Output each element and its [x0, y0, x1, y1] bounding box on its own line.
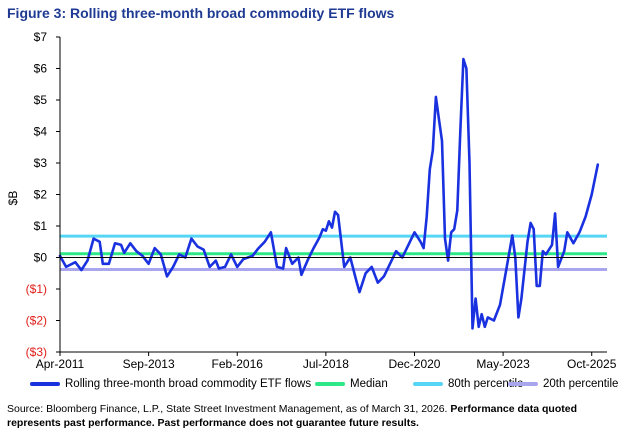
x-tick-label-0: Apr-2011	[36, 357, 85, 371]
legend-swatch-20th	[508, 382, 538, 386]
x-tick-label-4: Dec-2020	[388, 357, 440, 371]
legend-item-80th: 80th percentile	[413, 378, 523, 390]
main-series	[58, 57, 600, 330]
y-tick-label-10: ($3)	[26, 345, 47, 359]
legend-label-80th: 80th percentile	[448, 378, 524, 390]
y-tick-label-6: $1	[34, 219, 48, 233]
legend-item-flows: Rolling three-month broad commodity ETF …	[30, 378, 311, 390]
y-tick-label-8: ($1)	[26, 282, 47, 296]
y-axis-label: $B	[6, 191, 20, 206]
footer-disclaimer: Performance data quoted represents past …	[7, 403, 578, 429]
y-tick-label-3: $4	[34, 125, 48, 139]
footer-source: Source: Bloomberg Finance, L.P., State S…	[7, 403, 448, 415]
y-tick-label-7: $0	[34, 251, 48, 265]
x-tick-label-1: Sep-2013	[123, 357, 175, 371]
x-tick-label-3: Jul-2018	[303, 357, 349, 371]
y-tick-label-0: $7	[34, 30, 48, 44]
x-tick-label-6: Oct-2025	[567, 357, 617, 371]
x-tick-label-5: May-2023	[476, 357, 530, 371]
legend-swatch-80th	[413, 382, 443, 386]
line-chart: $7 $6 $5 $4 $3 $2 $1 $0 ($1) ($2) ($3) Apr-2011 Sep…	[6, 30, 617, 371]
legend-label-flows: Rolling three-month broad commodity ETF …	[65, 378, 312, 390]
y-tick-label-5: $2	[34, 188, 48, 202]
y-axis-ticks: $7 $6 $5 $4 $3 $2 $1 $0 ($1) ($2) ($3)	[26, 30, 60, 359]
legend-swatch-median	[315, 382, 345, 386]
y-tick-label-1: $6	[34, 62, 48, 76]
y-tick-label-9: ($2)	[26, 314, 47, 328]
y-tick-label-2: $5	[34, 93, 48, 107]
x-tick-label-2: Feb-2016	[212, 357, 264, 371]
legend-item-20th: 20th percentile	[508, 378, 618, 390]
legend-label-20th: 20th percentile	[543, 378, 619, 390]
axes	[59, 37, 607, 353]
legend-swatch-flows	[30, 382, 60, 386]
chart-footer: Source: Bloomberg Finance, L.P., State S…	[7, 402, 627, 430]
series-line-rolling-flows	[58, 57, 600, 330]
chart-title: Figure 3: Rolling three-month broad comm…	[7, 5, 395, 21]
y-tick-label-4: $3	[34, 156, 48, 170]
legend-item-median: Median	[315, 378, 388, 390]
legend-label-median: Median	[350, 378, 388, 390]
x-axis-ticks: Apr-2011 Sep-2013 Feb-2016 Jul-2018 Dec-2020…	[36, 352, 617, 371]
chart-legend: Rolling three-month broad commodity ETF …	[30, 378, 630, 394]
